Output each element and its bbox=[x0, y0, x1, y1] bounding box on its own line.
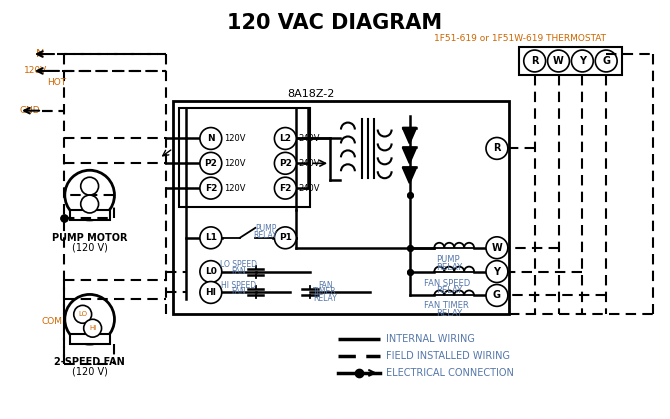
Text: W: W bbox=[553, 56, 564, 66]
Bar bbox=[519, 47, 622, 75]
Bar bbox=[173, 101, 509, 314]
Text: COM: COM bbox=[42, 317, 63, 326]
Text: P1: P1 bbox=[279, 233, 291, 242]
Text: L1: L1 bbox=[205, 233, 217, 242]
Text: 1F51-619 or 1F51W-619 THERMOSTAT: 1F51-619 or 1F51W-619 THERMOSTAT bbox=[434, 34, 606, 43]
Text: FIELD INSTALLED WIRING: FIELD INSTALLED WIRING bbox=[386, 351, 510, 361]
Text: 120V: 120V bbox=[24, 67, 48, 75]
Text: GND: GND bbox=[19, 106, 40, 115]
Circle shape bbox=[572, 50, 593, 72]
Polygon shape bbox=[403, 127, 417, 143]
Circle shape bbox=[80, 177, 98, 195]
Circle shape bbox=[486, 285, 508, 306]
Text: RELAY: RELAY bbox=[253, 231, 277, 240]
Circle shape bbox=[65, 170, 115, 220]
Text: ELECTRICAL CONNECTION: ELECTRICAL CONNECTION bbox=[386, 368, 513, 378]
Text: L2: L2 bbox=[279, 134, 291, 143]
Circle shape bbox=[275, 227, 296, 249]
Bar bbox=[179, 108, 310, 207]
Text: LO SPEED: LO SPEED bbox=[220, 260, 257, 269]
Text: FAN TIMER: FAN TIMER bbox=[424, 301, 469, 310]
Text: FAN: FAN bbox=[231, 287, 246, 297]
Text: HOT: HOT bbox=[47, 78, 66, 87]
Text: R: R bbox=[531, 56, 539, 66]
Text: W: W bbox=[492, 243, 502, 253]
Text: RELAY: RELAY bbox=[436, 263, 462, 272]
Polygon shape bbox=[403, 167, 417, 183]
Text: 120 VAC DIAGRAM: 120 VAC DIAGRAM bbox=[227, 13, 443, 33]
Text: HI SPEED: HI SPEED bbox=[221, 281, 256, 290]
Text: Y: Y bbox=[579, 56, 586, 66]
Text: F2: F2 bbox=[279, 184, 291, 193]
Text: INTERNAL WIRING: INTERNAL WIRING bbox=[386, 334, 474, 344]
Circle shape bbox=[200, 227, 222, 249]
Text: PUMP: PUMP bbox=[255, 224, 276, 233]
Text: 120V: 120V bbox=[224, 134, 245, 143]
Text: RELAY: RELAY bbox=[313, 295, 337, 303]
Text: N: N bbox=[36, 49, 44, 59]
Text: 240V: 240V bbox=[298, 134, 320, 143]
Text: 120V: 120V bbox=[224, 184, 245, 193]
Circle shape bbox=[275, 127, 296, 150]
Text: 8A18Z-2: 8A18Z-2 bbox=[287, 89, 335, 99]
Text: R: R bbox=[493, 143, 500, 153]
Text: PUMP: PUMP bbox=[436, 255, 460, 264]
Text: 120V: 120V bbox=[224, 159, 245, 168]
Circle shape bbox=[486, 137, 508, 159]
Circle shape bbox=[200, 261, 222, 282]
Text: 240V: 240V bbox=[298, 159, 320, 168]
Polygon shape bbox=[403, 147, 417, 163]
Text: F2: F2 bbox=[204, 184, 217, 193]
Bar bbox=[70, 210, 109, 220]
Circle shape bbox=[84, 319, 102, 337]
Bar bbox=[70, 334, 109, 344]
Text: Y: Y bbox=[493, 266, 500, 277]
Text: G: G bbox=[602, 56, 610, 66]
Circle shape bbox=[486, 237, 508, 259]
Circle shape bbox=[547, 50, 570, 72]
Circle shape bbox=[200, 127, 222, 150]
Circle shape bbox=[200, 153, 222, 174]
Text: RELAY: RELAY bbox=[436, 287, 462, 295]
Text: (120 V): (120 V) bbox=[72, 243, 108, 253]
Text: N: N bbox=[207, 134, 214, 143]
Circle shape bbox=[200, 177, 222, 199]
Text: FAN: FAN bbox=[231, 266, 246, 276]
Text: HI: HI bbox=[205, 288, 216, 297]
Circle shape bbox=[275, 153, 296, 174]
Text: (120 V): (120 V) bbox=[72, 367, 108, 377]
Circle shape bbox=[200, 282, 222, 303]
Text: 2-SPEED FAN: 2-SPEED FAN bbox=[54, 357, 125, 367]
Text: P2: P2 bbox=[279, 159, 291, 168]
Text: 240V: 240V bbox=[298, 184, 320, 193]
Circle shape bbox=[595, 50, 617, 72]
Circle shape bbox=[74, 305, 92, 323]
Circle shape bbox=[80, 195, 98, 213]
Text: L0: L0 bbox=[205, 267, 217, 276]
Circle shape bbox=[486, 261, 508, 282]
Text: HI: HI bbox=[89, 325, 96, 331]
Text: G: G bbox=[493, 290, 501, 300]
Text: FAN: FAN bbox=[318, 281, 332, 290]
Text: RELAY: RELAY bbox=[436, 309, 462, 318]
Text: LO: LO bbox=[78, 311, 87, 317]
Circle shape bbox=[524, 50, 545, 72]
Circle shape bbox=[65, 295, 115, 344]
Circle shape bbox=[275, 177, 296, 199]
Text: PUMP MOTOR: PUMP MOTOR bbox=[52, 233, 127, 243]
Text: FAN SPEED: FAN SPEED bbox=[424, 279, 470, 287]
Text: TIMER: TIMER bbox=[314, 287, 337, 297]
Text: P2: P2 bbox=[204, 159, 217, 168]
